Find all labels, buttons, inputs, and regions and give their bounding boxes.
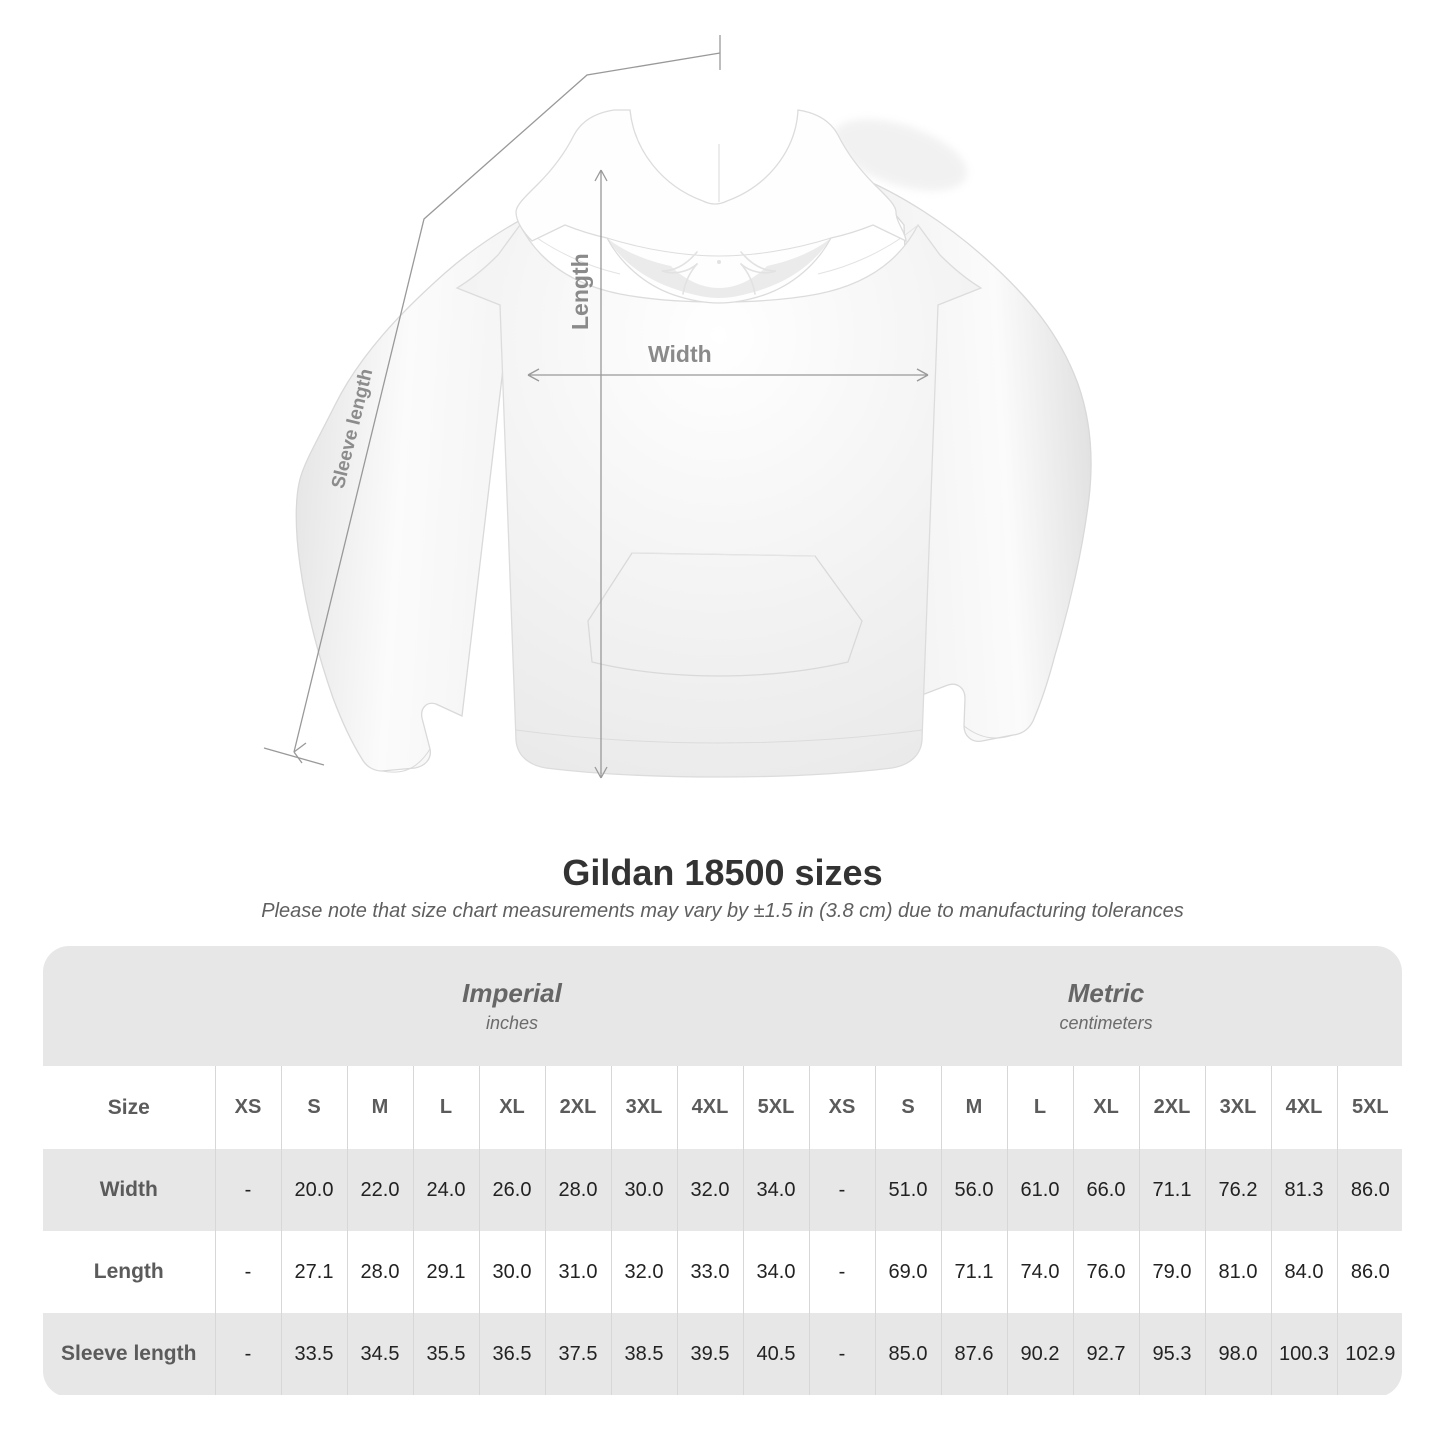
svg-text:Width: Width [648,341,712,367]
svg-text:Length: Length [567,253,593,330]
